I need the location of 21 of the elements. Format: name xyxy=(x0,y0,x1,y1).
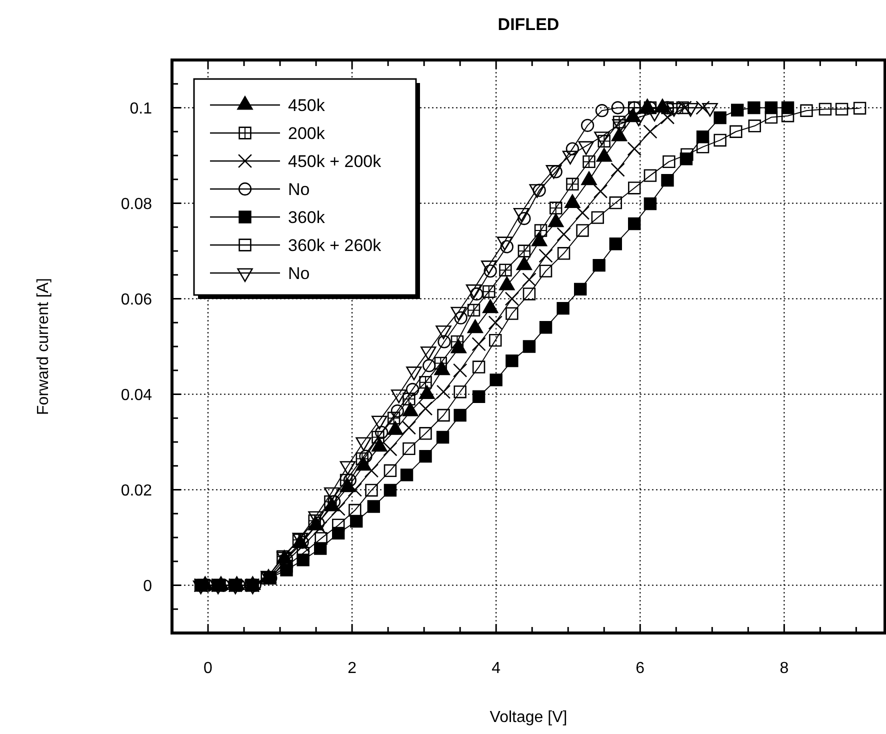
legend-label: 200k xyxy=(288,124,326,143)
y-tick-label: 0.08 xyxy=(120,196,152,213)
chart-title: DIFLED xyxy=(498,15,560,34)
legend-label: No xyxy=(288,264,310,283)
legend-label: 360k + 260k xyxy=(288,236,382,255)
x-tick-label: 0 xyxy=(204,660,213,677)
y-tick-label: 0.04 xyxy=(120,386,152,404)
y-tick-label: 0.1 xyxy=(130,100,152,118)
y-tick-label: 0.02 xyxy=(120,482,152,500)
legend-label: 450k xyxy=(288,96,326,115)
legend-label: No xyxy=(288,180,310,199)
x-tick-label: 2 xyxy=(348,660,357,677)
x-tick-label: 8 xyxy=(780,660,789,677)
y-tick-label: 0 xyxy=(143,578,152,595)
x-axis-title: Voltage [V] xyxy=(490,709,568,726)
legend-label: 450k + 200k xyxy=(288,152,382,171)
y-tick-label: 0.06 xyxy=(120,291,152,308)
x-tick-label: 4 xyxy=(492,660,501,677)
legend-label: 360k xyxy=(288,208,326,227)
x-tick-label: 6 xyxy=(636,660,645,677)
y-axis-title: Forward current [A] xyxy=(35,278,52,415)
